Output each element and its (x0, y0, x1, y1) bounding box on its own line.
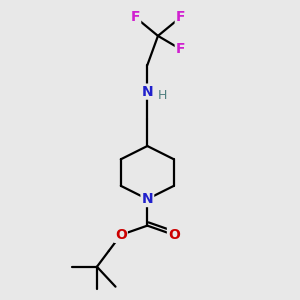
Text: N: N (142, 85, 153, 99)
Text: O: O (115, 228, 127, 242)
Text: F: F (176, 10, 185, 24)
Text: N: N (142, 192, 153, 206)
Text: H: H (157, 89, 167, 102)
Text: F: F (176, 42, 185, 56)
Text: O: O (168, 228, 180, 242)
Text: F: F (131, 10, 140, 24)
